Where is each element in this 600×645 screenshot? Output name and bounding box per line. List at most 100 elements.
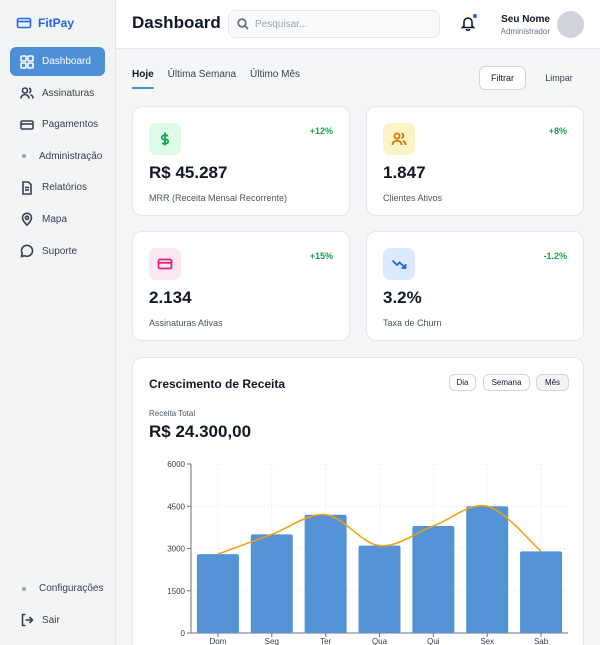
stat-icon-box: [383, 248, 415, 280]
stat-value: R$ 45.287: [149, 163, 228, 182]
notification-badge: [472, 13, 478, 19]
stat-icon-box: [383, 123, 415, 155]
x-tick-label: Qua: [372, 637, 388, 645]
y-tick-label: 6000: [167, 460, 185, 469]
sidebar: FitPay Dashboard Assinaturas Pagamentos …: [0, 0, 116, 645]
tab-ultima-semana[interactable]: Última Semana: [167, 69, 237, 80]
top-header: Dashboard Seu Nome Administrador: [116, 0, 600, 49]
stat-card-assinaturas: +15% 2.134 Assinaturas Ativas: [132, 231, 350, 341]
sidebar-item-sair[interactable]: Sair: [10, 606, 105, 635]
message-circle-icon: [20, 244, 34, 258]
search-input[interactable]: [255, 18, 425, 30]
file-text-icon: [22, 181, 32, 195]
range-semana-button[interactable]: Semana: [483, 374, 530, 391]
tab-hoje[interactable]: Hoje: [132, 69, 154, 89]
page-title: Dashboard: [132, 13, 221, 32]
search-box[interactable]: [228, 10, 440, 38]
x-tick-label: Ter: [320, 637, 331, 645]
user-name: Seu Nome: [501, 14, 550, 25]
stat-change: +12%: [309, 126, 333, 136]
sidebar-item-mapa[interactable]: Mapa: [10, 205, 105, 234]
x-tick-label: Dom: [209, 637, 226, 645]
y-tick-label: 0: [181, 629, 186, 638]
logout-icon: [21, 613, 34, 627]
sidebar-item-label: Dashboard: [42, 56, 91, 67]
sidebar-item-pagamentos[interactable]: Pagamentos: [10, 110, 105, 139]
sidebar-item-label: Sair: [42, 614, 60, 626]
dashboard-icon: [20, 54, 34, 69]
bar-qua: [358, 545, 401, 633]
bar-seg: [250, 534, 293, 633]
bar-qui: [412, 525, 455, 633]
bullet-icon: [22, 586, 26, 591]
bar-sab: [520, 551, 563, 633]
users-icon: [20, 87, 34, 99]
sidebar-item-configuracoes[interactable]: Configurações: [10, 574, 105, 603]
y-tick-label: 4500: [167, 502, 185, 511]
stat-icon-box: [149, 248, 181, 280]
sidebar-item-label: Mapa: [42, 213, 68, 225]
bell-icon: [460, 17, 476, 32]
trending-down-icon: [391, 259, 407, 269]
brand[interactable]: FitPay: [16, 15, 74, 31]
clear-button[interactable]: Limpar: [536, 66, 582, 90]
avatar[interactable]: [557, 11, 584, 38]
sidebar-item-label: Suporte: [42, 245, 78, 257]
bullet-icon: [22, 154, 26, 159]
y-tick-label: 3000: [167, 545, 185, 554]
stat-value: 2.134: [149, 288, 192, 307]
range-dia-button[interactable]: Dia: [449, 374, 476, 391]
credit-card-icon: [16, 17, 32, 29]
stat-label: Clientes Ativos: [383, 193, 443, 203]
sidebar-item-label: Configurações: [39, 583, 104, 594]
user-info[interactable]: Seu Nome Administrador: [501, 14, 550, 36]
x-tick-label: Sex: [480, 637, 494, 645]
total-revenue-label: Receita Total: [149, 409, 196, 418]
stat-change: +8%: [548, 126, 567, 136]
brand-name: FitPay: [38, 16, 75, 30]
dollar-icon: [160, 132, 170, 146]
revenue-bar-chart: 0 1500 3000 4500 6000 Dom Seg Ter Qua Qui Sex Sab: [167, 460, 568, 645]
stat-change: -1.2%: [543, 251, 567, 261]
stat-label: Assinaturas Ativas: [149, 318, 223, 328]
credit-card-icon: [20, 119, 34, 130]
sidebar-item-assinaturas[interactable]: Assinaturas: [10, 79, 105, 108]
sidebar-item-label: Relatórios: [42, 182, 88, 194]
bar-ter: [304, 514, 347, 633]
sidebar-item-label: Administração: [39, 150, 103, 162]
bar-dom: [196, 554, 239, 633]
tab-ultimo-mes[interactable]: Último Mês: [250, 69, 301, 80]
sidebar-item-suporte[interactable]: Suporte: [10, 237, 105, 266]
notifications-button[interactable]: [460, 13, 478, 33]
total-revenue-value: R$ 24.300,00: [149, 422, 252, 441]
sidebar-item-dashboard[interactable]: Dashboard: [10, 47, 105, 76]
search-icon: [237, 18, 249, 30]
users-icon: [391, 132, 407, 146]
sidebar-item-administracao[interactable]: Administração: [10, 142, 105, 171]
sidebar-bottom: Configurações Sair: [10, 574, 105, 637]
stat-card-clientes: +8% 1.847 Clientes Ativos: [366, 106, 584, 216]
filter-button[interactable]: Filtrar: [479, 66, 526, 90]
credit-card-icon: [157, 258, 173, 270]
bar-sex: [466, 506, 509, 633]
range-mes-button[interactable]: Mês: [536, 374, 569, 391]
stat-card-mrr: +12% R$ 45.287 MRR (Receita Mensal Recor…: [132, 106, 350, 216]
user-role: Administrador: [500, 27, 550, 36]
stat-label: MRR (Receita Mensal Recorrente): [149, 193, 288, 203]
x-tick-label: Sab: [534, 637, 549, 645]
stat-card-churn: -1.2% 3.2% Taxa de Churn: [366, 231, 584, 341]
stat-icon-box: [149, 123, 181, 155]
sidebar-item-label: Pagamentos: [42, 119, 99, 131]
map-pin-icon: [21, 212, 33, 227]
x-tick-label: Seg: [265, 637, 279, 645]
revenue-chart-card: Crescimento de Receita Dia Semana Mês Re…: [132, 357, 584, 645]
trend-line: [217, 504, 542, 555]
y-tick-label: 1500: [167, 587, 185, 596]
stat-value: 1.847: [383, 163, 426, 182]
stat-value: 3.2%: [383, 288, 422, 307]
sidebar-item-label: Assinaturas: [42, 87, 95, 99]
sidebar-item-relatorios[interactable]: Relatórios: [10, 173, 105, 202]
x-tick-label: Qui: [427, 637, 440, 645]
period-tabs: Hoje Última Semana Último Mês: [132, 69, 300, 89]
stat-label: Taxa de Churn: [383, 318, 442, 328]
